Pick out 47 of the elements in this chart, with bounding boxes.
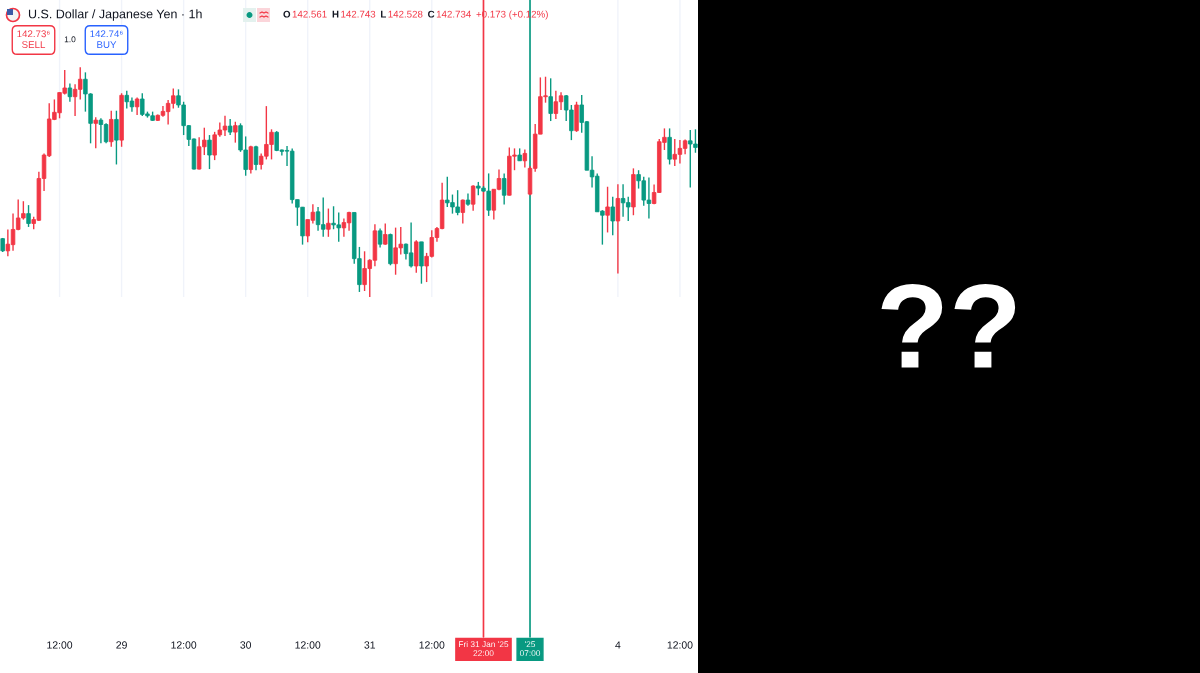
candlestick <box>207 134 212 170</box>
candlestick <box>383 222 388 246</box>
text: 142.561 <box>292 10 327 18</box>
text: 142.74⁶ BUY <box>90 30 123 49</box>
candlestick <box>377 227 383 249</box>
x-tick-label: 12:00 <box>47 641 73 649</box>
candlestick <box>501 172 507 206</box>
candlestick <box>326 207 331 238</box>
candlestick <box>667 127 672 166</box>
candlestick <box>320 196 326 238</box>
x-tick-label: 12:00 <box>171 641 197 649</box>
candlestick <box>26 204 31 228</box>
candlestick <box>605 186 610 234</box>
candlestick <box>253 145 259 171</box>
candlestick <box>548 77 553 122</box>
candlestick <box>470 184 476 212</box>
candlestick <box>93 116 98 149</box>
text: ?? <box>881 283 1016 368</box>
candlestick <box>67 82 73 103</box>
text: 142.734 <box>436 10 471 18</box>
x-tick-label: 12:00 <box>667 641 693 649</box>
text: C <box>428 10 435 18</box>
candlestick <box>109 110 114 148</box>
x-tick-label: 30 <box>240 641 252 649</box>
text: 1.0 <box>64 36 76 43</box>
x-tick-label: Fri 31 Jan '25 22:00 <box>459 641 509 657</box>
candlestick <box>114 110 119 166</box>
x-tick-label: 31 <box>364 641 376 649</box>
chart-title: U.S. Dollar / Japanese Yen · 1h <box>28 9 202 21</box>
candlestick <box>5 228 11 258</box>
candlestick <box>460 198 466 225</box>
text: 142.528 <box>388 10 423 18</box>
x-tick-label: 4 <box>615 641 621 649</box>
candlestick <box>610 196 615 236</box>
candlestick <box>233 121 238 144</box>
text: 142.73⁶ SELL <box>17 30 50 49</box>
candlestick <box>553 90 559 120</box>
text: 142.743 <box>341 10 376 18</box>
x-tick-label: 12:00 <box>295 641 321 649</box>
candlestick <box>248 145 254 175</box>
text: L <box>381 10 387 18</box>
x-tick-label: 12:00 <box>419 641 445 649</box>
x-tick-label: '25 07:00 <box>519 641 541 657</box>
text: O <box>283 10 291 18</box>
text: H <box>332 10 339 18</box>
candlestick <box>615 183 621 275</box>
x-tick-label: 29 <box>116 641 127 649</box>
